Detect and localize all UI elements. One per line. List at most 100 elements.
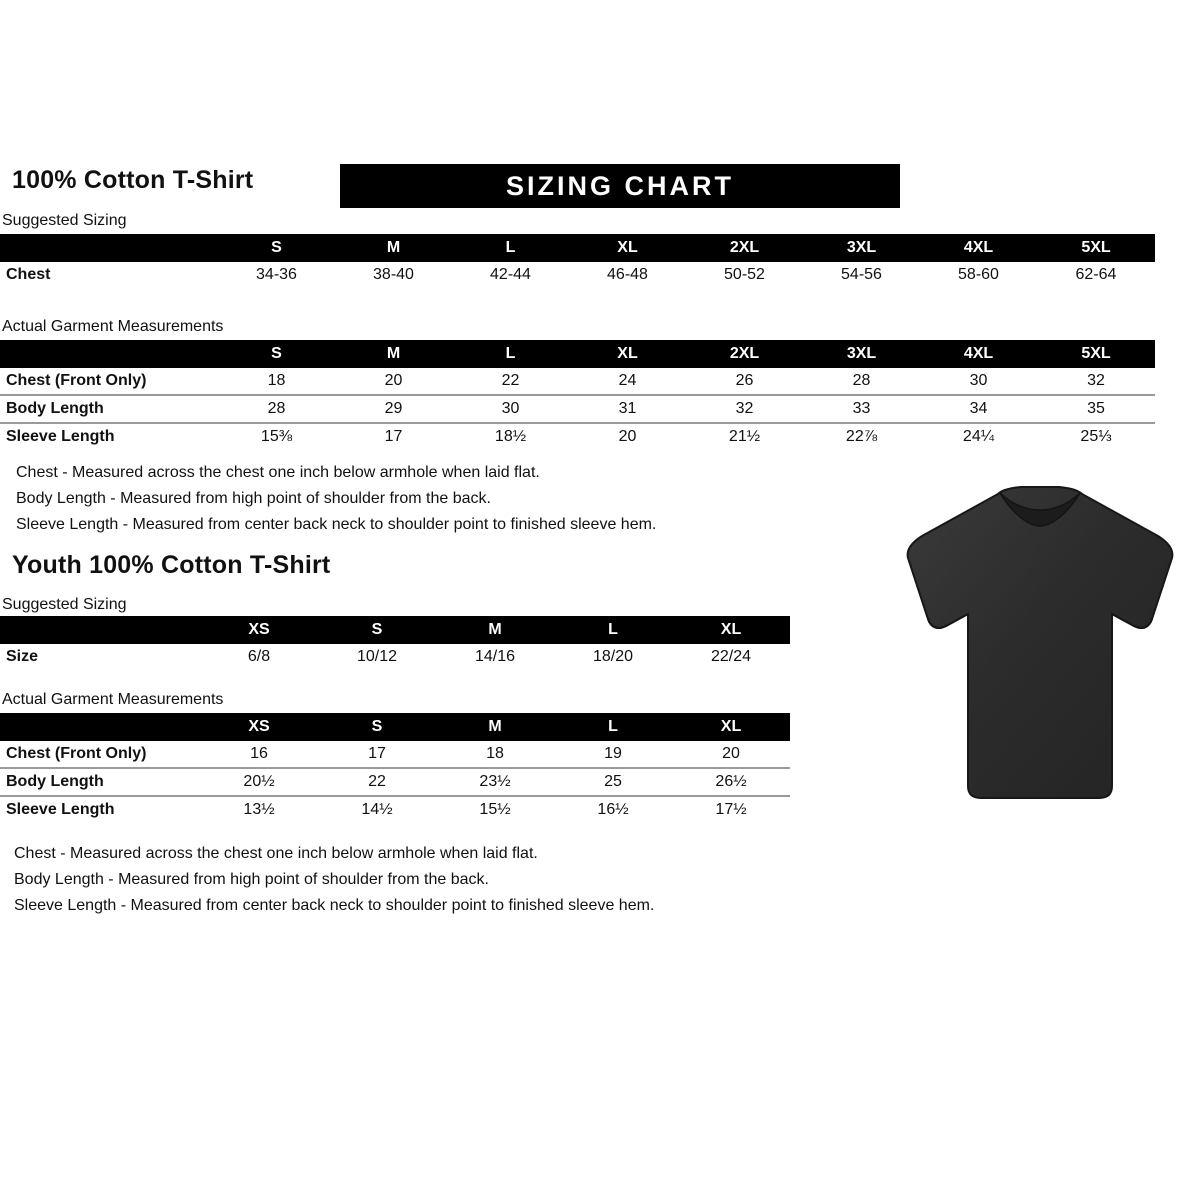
cell-sleevelength-xl: 20 [618,428,637,445]
table-row: Body Length 20½ 22 23½ 25 26½ [0,768,790,797]
adult-suggested-sizing-label: Suggested Sizing [2,212,127,229]
cell-bodylength-2xl: 32 [686,395,803,424]
column-header-xl: XL [720,621,742,638]
cell-sleevelength-s: 14½ [361,801,393,818]
cell-bodylength-l: 25 [554,768,672,797]
cell-chest-xl: 46-48 [607,266,648,283]
cell-sleevelength-l: 18½ [494,428,527,445]
column-header-5xl: 5XL [1081,345,1111,362]
cell-bodylength-m: 23½ [436,768,554,797]
column-header-s: S [371,621,383,638]
note-sleeve-length: Sleeve Length - Measured from center bac… [16,516,657,533]
column-header-m: M [386,239,401,256]
column-header-l: L [608,718,618,735]
column-header-m: M [386,345,401,362]
youth-suggested-sizing-table: XS S M L XL Size 6/8 10/12 14/16 18/20 2… [0,616,790,670]
note-chest: Chest - Measured across the chest one in… [14,845,538,862]
column-header-4xl: 4XL [963,345,994,362]
cell-bodylength-xs: 20½ [200,768,318,797]
cell-sleevelength-2xl: 21½ [728,428,761,445]
table-row: Body Length 28 29 30 31 32 33 34 35 [0,395,1155,424]
note-chest: Chest - Measured across the chest one in… [16,464,540,481]
column-header-3xl: 3XL [846,345,877,362]
cell-chestfront-2xl: 26 [686,368,803,396]
column-header-s: S [371,718,383,735]
cell-chest-4xl: 58-60 [958,266,999,283]
cell-bodylength-4xl: 34 [920,395,1037,424]
table-row: Sleeve Length 15⅜ 17 18½ 20 21½ 22⅞ 24¼ … [0,423,1155,450]
cell-chestfront-l: 19 [554,741,672,769]
youth-measurement-notes: Chest - Measured across the chest one in… [14,841,654,919]
column-header-m: M [488,718,502,735]
table-header-row: S M L XL 2XL 3XL 4XL 5XL [0,234,1155,262]
cell-size-xs: 6/8 [247,648,271,665]
cell-chestfront-xl: 24 [569,368,686,396]
row-label-body-length: Body Length [0,395,218,424]
youth-section-title: Youth 100% Cotton T-Shirt [12,551,331,579]
cell-chestfront-5xl: 32 [1037,368,1155,396]
table-header-row: XS S M L XL [0,713,790,741]
cell-chestfront-m: 20 [335,368,452,396]
note-body-length: Body Length - Measured from high point o… [14,871,489,888]
cell-chest-s: 34-36 [256,266,297,283]
cell-bodylength-m: 29 [335,395,452,424]
column-header-2xl: 2XL [729,345,760,362]
column-header-l: L [505,345,516,362]
youth-garment-measurements-table: XS S M L XL Chest (Front Only) 16 17 18 … [0,713,790,823]
cell-sleevelength-s: 15⅜ [260,428,293,445]
cell-size-xl: 22/24 [710,648,752,665]
column-header-l: L [608,621,618,638]
column-header-m: M [488,621,502,638]
cell-sleevelength-m: 15½ [479,801,511,818]
adult-suggested-sizing-table: S M L XL 2XL 3XL 4XL 5XL Chest 34-36 38-… [0,234,1155,288]
cell-chestfront-l: 22 [452,368,569,396]
column-header-xl: XL [617,239,638,256]
column-header-s: S [271,239,282,256]
tshirt-icon [906,486,1174,799]
cell-bodylength-s: 28 [218,395,335,424]
cell-chestfront-m: 18 [436,741,554,769]
column-header-l: L [505,239,516,256]
adult-section-title: 100% Cotton T-Shirt [12,166,254,194]
column-header-3xl: 3XL [846,239,877,256]
cell-chestfront-xs: 16 [200,741,318,769]
column-header-xs: XS [248,621,270,638]
cell-bodylength-xl: 26½ [672,768,790,797]
cell-sleevelength-l: 16½ [597,801,629,818]
row-label-body-length: Body Length [0,768,200,797]
sizing-chart-banner-text: SIZING CHART [506,170,734,201]
table-row: Size 6/8 10/12 14/16 18/20 22/24 [0,644,790,670]
column-header-rowlabel [0,234,218,262]
row-label-chest: Chest [6,266,51,283]
cell-size-m: 14/16 [474,648,516,665]
cell-chest-m: 38-40 [373,266,414,283]
cell-chest-2xl: 50-52 [724,266,765,283]
cell-sleevelength-m: 17 [384,428,403,445]
cell-sleevelength-3xl: 22⅞ [845,428,878,445]
row-label-chest-front-only: Chest (Front Only) [0,741,200,769]
column-header-xl: XL [720,718,742,735]
tshirt-product-image [890,478,1190,813]
table-row: Chest 34-36 38-40 42-44 46-48 50-52 54-5… [0,262,1155,288]
column-header-rowlabel [0,340,218,368]
table-header-row: S M L XL 2XL 3XL 4XL 5XL [0,340,1155,368]
row-label-chest-front-only: Chest (Front Only) [0,368,218,396]
sizing-chart-banner: SIZING CHART [340,164,900,208]
youth-garment-measurements-label: Actual Garment Measurements [2,691,224,708]
column-header-xl: XL [617,345,638,362]
table-row: Sleeve Length 13½ 14½ 15½ 16½ 17½ [0,796,790,823]
cell-chest-5xl: 62-64 [1075,266,1117,283]
column-header-rowlabel [0,713,200,741]
column-header-5xl: 5XL [1081,239,1111,256]
cell-sleevelength-5xl: 25⅓ [1080,428,1112,445]
cell-chestfront-s: 18 [218,368,335,396]
cell-bodylength-s: 22 [318,768,436,797]
cell-chest-3xl: 54-56 [841,266,882,283]
row-label-size: Size [6,648,39,665]
cell-bodylength-5xl: 35 [1037,395,1155,424]
adult-measurement-notes: Chest - Measured across the chest one in… [16,460,656,538]
adult-garment-measurements-table: S M L XL 2XL 3XL 4XL 5XL Chest (Front On… [0,340,1155,450]
cell-sleevelength-xs: 13½ [243,801,275,818]
note-body-length: Body Length - Measured from high point o… [16,490,491,507]
